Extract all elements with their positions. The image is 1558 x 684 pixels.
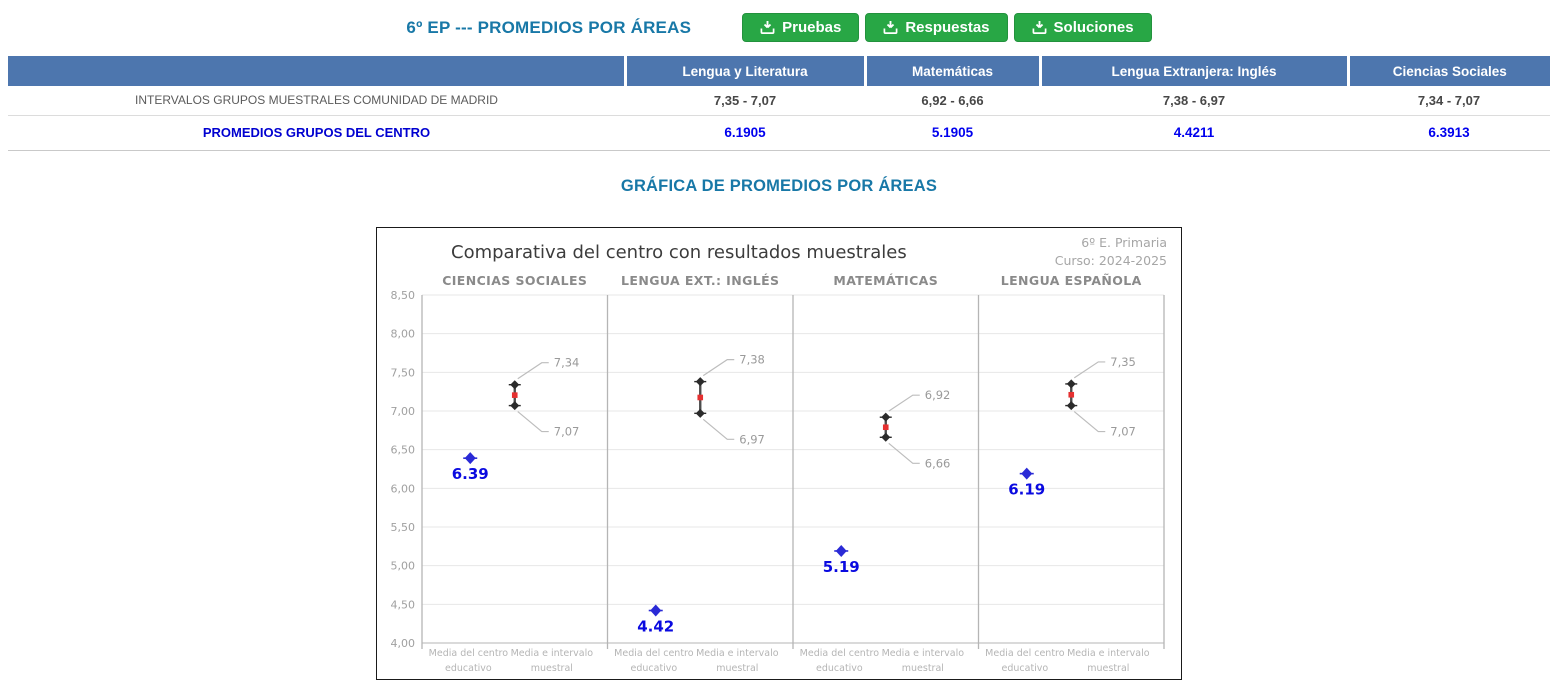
header-cell-lengua-literatura: Lengua y Literatura	[625, 56, 867, 86]
leader-line-low	[517, 410, 549, 432]
interval-midpoint	[511, 391, 518, 398]
interval-low-label: 6,66	[925, 456, 951, 470]
panel-title: LENGUA ESPAÑOLA	[1001, 273, 1142, 288]
x-tick-label: muestral	[716, 663, 758, 674]
row-label-promedios: PROMEDIOS GRUPOS DEL CENTRO	[8, 115, 625, 151]
chart-section-title: GRÁFICA DE PROMEDIOS POR ÁREAS	[620, 176, 938, 195]
y-tick-label: 6,00	[391, 482, 416, 495]
table-row-promedios: PROMEDIOS GRUPOS DEL CENTRO 6.1905 5.190…	[8, 115, 1550, 151]
x-tick-label: educativo	[445, 663, 492, 674]
header-cell-matematicas: Matemáticas	[865, 56, 1042, 86]
x-tick-label: muestral	[1087, 663, 1129, 674]
intervalo-matematicas: 6,92 - 6,66	[865, 86, 1040, 116]
panel-title: CIENCIAS SOCIALES	[442, 273, 587, 288]
x-tick-label: educativo	[1002, 663, 1049, 674]
top-bar: 6º EP --- PROMEDIOS POR ÁREAS Pruebas Re…	[0, 0, 1558, 52]
respuestas-download-button[interactable]: Respuestas	[865, 13, 1008, 42]
page-title: 6º EP --- PROMEDIOS POR ÁREAS	[406, 17, 692, 37]
pruebas-download-button[interactable]: Pruebas	[742, 13, 860, 42]
x-tick-label: Media e intervalo	[1067, 648, 1150, 659]
panel-title: LENGUA EXT.: INGLÉS	[621, 273, 779, 288]
x-tick-label: muestral	[531, 663, 573, 674]
y-tick-label: 7,00	[391, 405, 416, 418]
x-tick-label: educativo	[631, 663, 678, 674]
x-tick-label: Media del centro	[614, 648, 694, 659]
promedio-matematicas: 5.1905	[865, 115, 1040, 151]
download-icon	[760, 20, 775, 35]
interval-midpoint	[882, 423, 889, 430]
chart-annotation-course: Curso: 2024-2025	[1055, 253, 1167, 268]
x-tick-label: Media e intervalo	[696, 648, 779, 659]
center-mean-label: 6.39	[452, 465, 489, 483]
x-tick-label: Media e intervalo	[882, 648, 965, 659]
averages-table: Lengua y Literatura Matemáticas Lengua E…	[8, 56, 1550, 151]
x-tick-label: Media e intervalo	[511, 648, 594, 659]
promedio-lengua-extranjera: 4.4211	[1040, 115, 1348, 151]
leader-line-high	[517, 361, 549, 379]
soluciones-button-label: Soluciones	[1053, 19, 1134, 36]
comparison-chart-svg: Comparativa del centro con resultados mu…	[391, 235, 1168, 674]
y-tick-label: 8,50	[391, 289, 416, 302]
promedio-lengua-literatura: 6.1905	[625, 115, 865, 151]
interval-high-label: 7,34	[554, 355, 580, 369]
interval-high-label: 7,38	[739, 352, 765, 366]
x-tick-label: Media del centro	[800, 648, 880, 659]
interval-low-label: 7,07	[554, 424, 580, 438]
respuestas-button-label: Respuestas	[905, 19, 990, 36]
y-tick-label: 7,50	[391, 366, 416, 379]
y-tick-label: 4,00	[391, 637, 416, 650]
leader-line-low	[702, 418, 735, 440]
x-tick-label: muestral	[902, 663, 944, 674]
chart-title: Comparativa del centro con resultados mu…	[451, 242, 907, 263]
y-tick-label: 6,50	[391, 443, 416, 456]
header-cell-ciencias-sociales: Ciencias Sociales	[1348, 56, 1550, 86]
leader-line-high	[702, 358, 735, 376]
chart-annotation-grade: 6º E. Primaria	[1081, 235, 1167, 250]
y-tick-label: 5,00	[391, 559, 416, 572]
download-icon	[883, 20, 898, 35]
interval-midpoint	[697, 394, 704, 400]
download-icon	[1032, 20, 1047, 35]
header-cell-lengua-extranjera: Lengua Extranjera: Inglés	[1040, 56, 1350, 86]
soluciones-download-button[interactable]: Soluciones	[1013, 13, 1152, 42]
x-tick-label: Media del centro	[985, 648, 1065, 659]
leader-line-low	[1073, 410, 1106, 432]
pruebas-button-label: Pruebas	[782, 19, 842, 36]
row-label-intervalos: INTERVALOS GRUPOS MUESTRALES COMUNIDAD D…	[8, 86, 625, 116]
table-row-intervalos: INTERVALOS GRUPOS MUESTRALES COMUNIDAD D…	[8, 86, 1550, 116]
panel-title: MATEMÁTICAS	[833, 273, 938, 288]
interval-low-label: 6,97	[739, 432, 765, 446]
x-tick-label: Media del centro	[429, 648, 509, 659]
center-mean-label: 5.19	[823, 557, 860, 575]
promedio-ciencias-sociales: 6.3913	[1348, 115, 1550, 151]
y-tick-label: 8,00	[391, 327, 416, 340]
intervalo-lengua-extranjera: 7,38 - 6,97	[1040, 86, 1348, 116]
center-mean-label: 4.42	[637, 617, 674, 635]
table-header-row: Lengua y Literatura Matemáticas Lengua E…	[8, 56, 1550, 86]
interval-high-label: 7,35	[1110, 354, 1136, 368]
comparison-chart: Comparativa del centro con resultados mu…	[376, 226, 1182, 680]
center-mean-label: 6.19	[1008, 480, 1045, 498]
interval-midpoint	[1068, 391, 1075, 398]
y-tick-label: 5,50	[391, 521, 416, 534]
intervalo-ciencias-sociales: 7,34 - 7,07	[1348, 86, 1550, 116]
interval-low-label: 7,07	[1110, 424, 1136, 438]
intervalo-lengua-literatura: 7,35 - 7,07	[625, 86, 865, 116]
leader-line-high	[1073, 360, 1106, 378]
interval-high-label: 6,92	[925, 388, 951, 402]
y-tick-label: 4,50	[391, 598, 416, 611]
leader-line-low	[888, 442, 920, 464]
x-tick-label: educativo	[816, 663, 863, 674]
leader-line-high	[888, 394, 920, 412]
header-cell-empty	[8, 56, 627, 86]
